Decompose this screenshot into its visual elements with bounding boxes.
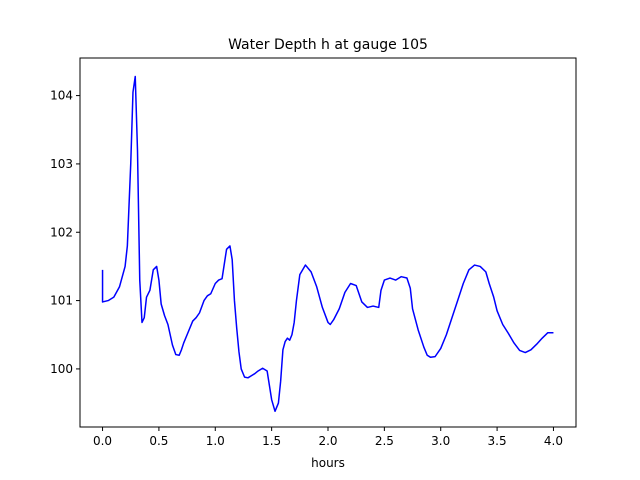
y-tick-label: 101 (50, 294, 73, 308)
y-tick-label: 104 (50, 89, 73, 103)
x-tick-label: 1.0 (206, 434, 225, 448)
chart-title: Water Depth h at gauge 105 (228, 37, 428, 53)
series-line-0 (101, 75, 554, 413)
x-tick-label: 4.0 (544, 434, 563, 448)
x-tick-label: 2.5 (375, 434, 394, 448)
y-tick-label: 102 (50, 225, 73, 239)
plot-area (101, 75, 554, 413)
x-tick-label: 3.0 (431, 434, 450, 448)
x-tick-label: 3.5 (488, 434, 507, 448)
x-tick-label: 2.0 (318, 434, 337, 448)
y-axis: 100 101 102 103 104 (50, 89, 80, 376)
x-tick-label: 1.5 (262, 434, 281, 448)
x-axis-label: hours (311, 456, 345, 470)
x-tick-label: 0.5 (149, 434, 168, 448)
y-tick-label: 103 (50, 157, 73, 171)
y-tick-label: 100 (50, 362, 73, 376)
x-tick-label: 0.0 (93, 434, 112, 448)
x-axis: 0.0 0.5 1.0 1.5 2.0 2.5 3.0 3.5 4.0 (93, 427, 563, 448)
